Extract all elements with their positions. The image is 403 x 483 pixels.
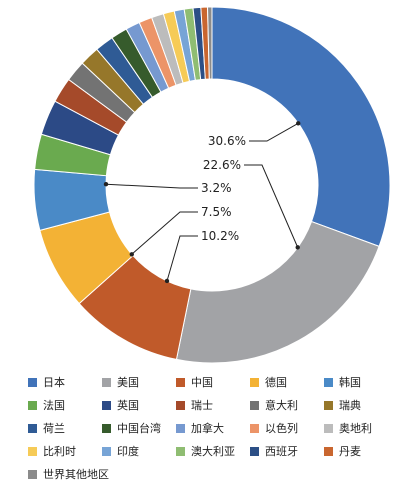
legend-swatch-1 — [102, 377, 111, 387]
donut-svg: 30.6% 22.6% 3.2% 7.5% 10.2% — [33, 6, 391, 364]
legend-label-11: 中国台湾 — [117, 422, 161, 435]
legend-swatch-16 — [102, 446, 111, 456]
legend-item-0: 日本 — [28, 373, 102, 391]
legend-swatch-13 — [250, 423, 259, 433]
legend-label-18: 西班牙 — [265, 445, 298, 458]
legend-item-13: 以色列 — [250, 419, 324, 437]
data-label-3: 7.5% — [201, 205, 232, 219]
legend-label-7: 瑞士 — [191, 399, 213, 412]
legend-item-9: 瑞典 — [324, 396, 398, 414]
legend-item-16: 印度 — [102, 442, 176, 460]
legend-item-14: 奥地利 — [324, 419, 398, 437]
legend-item-3: 德国 — [250, 373, 324, 391]
legend-item-2: 中国 — [176, 373, 250, 391]
legend-swatch-4 — [324, 377, 333, 387]
legend-swatch-0 — [28, 377, 37, 387]
legend-swatch-10 — [28, 423, 37, 433]
legend-swatch-6 — [102, 400, 111, 410]
legend-label-5: 法国 — [43, 399, 65, 412]
legend-label-19: 丹麦 — [339, 445, 361, 458]
legend-swatch-20 — [28, 469, 37, 479]
legend-label-0: 日本 — [43, 376, 65, 389]
legend-item-5: 法国 — [28, 396, 102, 414]
legend-item-8: 意大利 — [250, 396, 324, 414]
legend-item-1: 美国 — [102, 373, 176, 391]
legend-label-6: 英国 — [117, 399, 139, 412]
legend-item-11: 中国台湾 — [102, 419, 176, 437]
slice-1 — [175, 220, 380, 364]
legend-label-8: 意大利 — [265, 399, 298, 412]
legend-label-14: 奥地利 — [339, 422, 372, 435]
legend-item-6: 英国 — [102, 396, 176, 414]
leader-dot-0 — [296, 121, 301, 126]
leader-line-0 — [249, 122, 299, 142]
legend-label-2: 中国 — [191, 376, 213, 389]
legend-item-19: 丹麦 — [324, 442, 398, 460]
slice-20 — [207, 6, 213, 80]
legend-swatch-14 — [324, 423, 333, 433]
legend-item-20: 世界其他地区 — [28, 465, 109, 483]
legend-label-12: 加拿大 — [191, 422, 224, 435]
legend-label-20: 世界其他地区 — [43, 468, 109, 481]
legend-item-4: 韩国 — [324, 373, 398, 391]
legend-label-9: 瑞典 — [339, 399, 361, 412]
leader-line-5 — [105, 183, 198, 189]
donut-chart: 30.6% 22.6% 3.2% 7.5% 10.2% 日本 美国 中国 德国 韩国法国 英国 瑞士… — [28, 6, 391, 481]
legend-item-17: 澳大利亚 — [176, 442, 250, 460]
legend-label-10: 荷兰 — [43, 422, 65, 435]
legend-item-7: 瑞士 — [176, 396, 250, 414]
legend-swatch-12 — [176, 423, 185, 433]
legend-item-15: 比利时 — [28, 442, 102, 460]
legend-item-12: 加拿大 — [176, 419, 250, 437]
legend-label-4: 韩国 — [339, 376, 361, 389]
leader-line-2 — [166, 235, 198, 282]
legend-swatch-11 — [102, 423, 111, 433]
leader-dot-3 — [129, 252, 134, 257]
legend-label-17: 澳大利亚 — [191, 445, 235, 458]
leader-dot-1 — [295, 245, 300, 250]
slice-0 — [211, 6, 391, 247]
legend-swatch-19 — [324, 446, 333, 456]
legend-swatch-17 — [176, 446, 185, 456]
legend-swatch-18 — [250, 446, 259, 456]
legend-swatch-7 — [176, 400, 185, 410]
data-label-1: 22.6% — [203, 158, 241, 172]
legend-swatch-9 — [324, 400, 333, 410]
legend-swatch-2 — [176, 377, 185, 387]
legend-label-15: 比利时 — [43, 445, 76, 458]
legend-label-13: 以色列 — [265, 422, 298, 435]
legend-swatch-3 — [250, 377, 259, 387]
leader-line-3 — [131, 211, 198, 255]
leader-dot-5 — [103, 181, 109, 187]
legend-swatch-15 — [28, 446, 37, 456]
leader-dot-2 — [164, 278, 170, 284]
legend-swatch-8 — [250, 400, 259, 410]
data-label-0: 30.6% — [208, 134, 246, 148]
data-label-2: 10.2% — [201, 229, 239, 243]
legend-item-10: 荷兰 — [28, 419, 102, 437]
legend: 日本 美国 中国 德国 韩国法国 英国 瑞士 意大利 瑞典荷兰 中国台湾 加拿大 以色列 奥地利比利时 印… — [28, 373, 398, 483]
data-label-5: 3.2% — [201, 181, 232, 195]
leader-line-1 — [244, 164, 299, 248]
legend-label-1: 美国 — [117, 376, 139, 389]
legend-item-18: 西班牙 — [250, 442, 324, 460]
legend-label-16: 印度 — [117, 445, 139, 458]
legend-swatch-5 — [28, 400, 37, 410]
legend-label-3: 德国 — [265, 376, 287, 389]
